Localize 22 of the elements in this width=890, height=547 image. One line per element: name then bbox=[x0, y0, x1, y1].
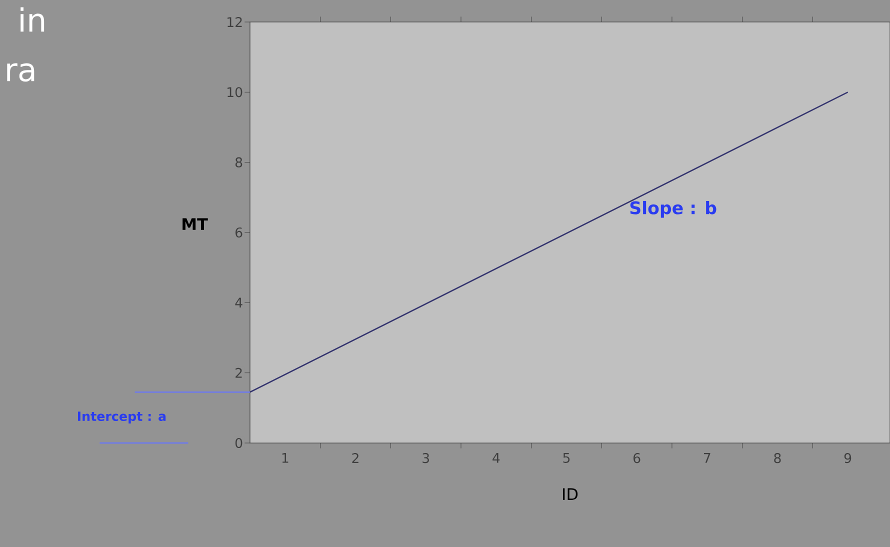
y-tick-label: 10 bbox=[228, 87, 242, 98]
x-tick-label: 7 bbox=[704, 453, 710, 463]
y-tick-label: 2 bbox=[236, 368, 242, 378]
text: ra bbox=[7, 63, 34, 82]
x-tick-label: 1 bbox=[282, 453, 288, 463]
text: Intercept : a bbox=[78, 412, 166, 424]
x-tick-label: 2 bbox=[352, 453, 358, 463]
x-tick-label: 4 bbox=[492, 453, 500, 463]
text: in bbox=[20, 7, 44, 32]
x-tick-label: 5 bbox=[563, 453, 570, 463]
y-tick-label: 12 bbox=[228, 17, 242, 27]
y-tick-label: 6 bbox=[236, 227, 242, 238]
x-tick-label: 8 bbox=[774, 453, 781, 464]
x-tick-label: 6 bbox=[634, 453, 640, 464]
y-tick-label: 4 bbox=[235, 298, 242, 308]
x-axis-title: ID bbox=[563, 488, 578, 500]
y-tick-label: 0 bbox=[235, 438, 242, 448]
y-tick-label: 8 bbox=[235, 157, 242, 168]
x-tick-label: 3 bbox=[422, 453, 430, 464]
x-tick-label: 9 bbox=[844, 453, 852, 464]
y-axis-title: MT bbox=[182, 218, 208, 230]
annotation: Slope : b bbox=[630, 200, 716, 218]
